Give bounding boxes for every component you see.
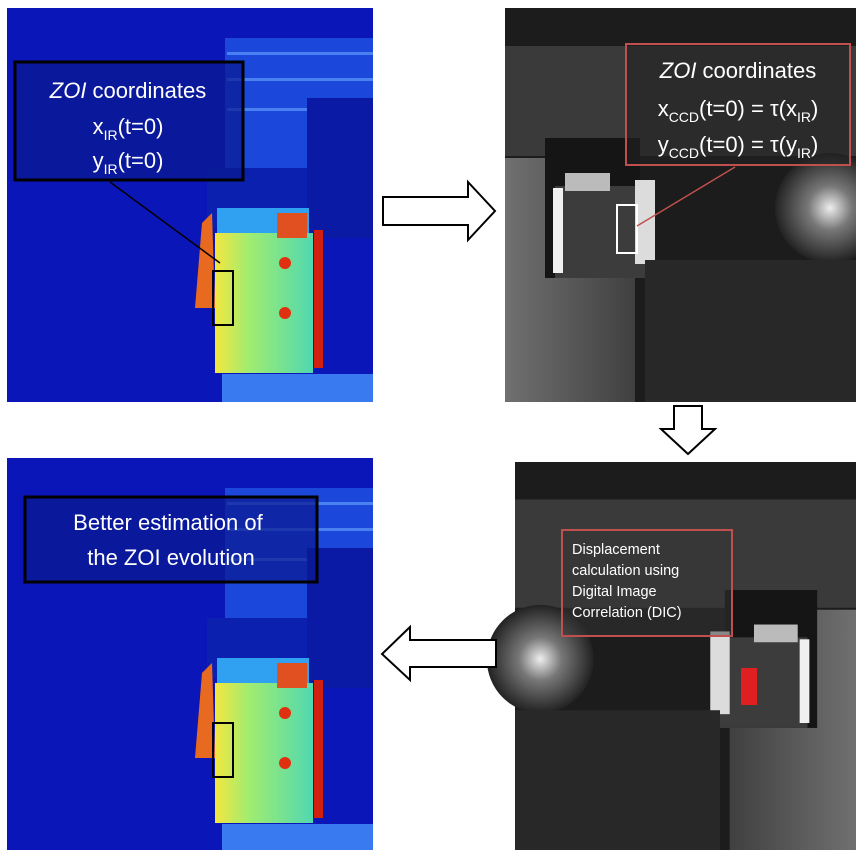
- text: (t=0): [118, 148, 164, 173]
- text: Correlation (DIC): [572, 605, 682, 621]
- zoi-rect: [741, 668, 757, 705]
- text: (t=0): [118, 114, 164, 139]
- dic-image: [487, 462, 856, 850]
- arrow-right: [383, 182, 495, 240]
- arrow-down: [661, 406, 715, 454]
- text: (t=0) = τ(x: [699, 96, 797, 121]
- text: Digital Image: [572, 584, 657, 600]
- text: y: [658, 132, 669, 157]
- coord-line: xIR(t=0): [93, 114, 164, 143]
- text: ZOI: [49, 78, 87, 103]
- text: ): [811, 132, 818, 157]
- text: IR: [797, 145, 811, 161]
- text: coordinates: [92, 78, 206, 103]
- text: coordinates: [702, 58, 816, 83]
- text: the ZOI evolution: [87, 545, 255, 570]
- text: Better estimation of: [73, 510, 263, 535]
- text: calculation using: [572, 563, 679, 579]
- text: CCD: [669, 109, 699, 125]
- text: IR: [104, 161, 118, 177]
- coord-line: yIR(t=0): [93, 148, 164, 177]
- text: IR: [797, 109, 811, 125]
- text: y: [93, 148, 104, 173]
- text: ): [811, 96, 818, 121]
- text: CCD: [669, 145, 699, 161]
- text: ZOI: [659, 58, 697, 83]
- diagram: ZOIcoordinates xIR(t=0) yIR(t=0) ZOIcoor…: [0, 0, 856, 850]
- text: x: [658, 96, 669, 121]
- dic-image-content: [487, 462, 856, 850]
- text: Displacement: [572, 542, 660, 558]
- arrow-left: [382, 627, 496, 680]
- text: x: [93, 114, 104, 139]
- text: IR: [104, 127, 118, 143]
- text: (t=0) = τ(y: [699, 132, 797, 157]
